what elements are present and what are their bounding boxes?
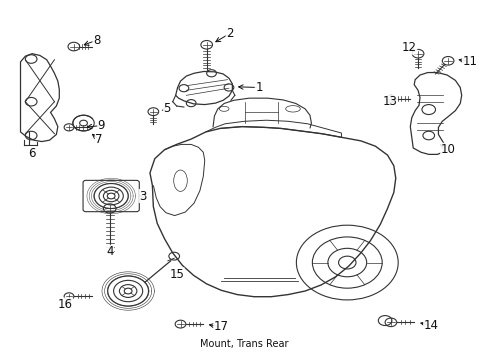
Text: 13: 13 (382, 95, 397, 108)
Text: 17: 17 (213, 320, 228, 333)
Text: 2: 2 (226, 27, 233, 40)
Text: 3: 3 (139, 189, 146, 203)
Text: 11: 11 (462, 55, 476, 68)
Text: 10: 10 (440, 143, 455, 156)
Text: 8: 8 (93, 33, 100, 47)
Text: 16: 16 (58, 298, 72, 311)
Text: 1: 1 (255, 81, 262, 94)
Text: Mount, Trans Rear: Mount, Trans Rear (200, 339, 288, 349)
Text: 7: 7 (95, 133, 102, 146)
Text: 9: 9 (98, 119, 105, 132)
Text: 4: 4 (106, 246, 113, 258)
Text: 5: 5 (163, 102, 170, 115)
Text: 14: 14 (423, 319, 438, 332)
Text: 12: 12 (401, 41, 416, 54)
Text: 6: 6 (28, 147, 36, 160)
Text: 15: 15 (169, 268, 183, 281)
